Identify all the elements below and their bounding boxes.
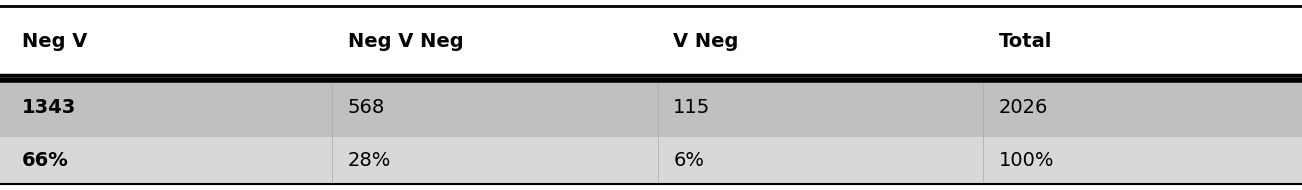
Text: 2026: 2026 [999,98,1048,117]
Text: Neg V: Neg V [22,32,87,51]
Text: 1343: 1343 [22,98,77,117]
Text: 66%: 66% [22,151,69,170]
Text: 28%: 28% [348,151,391,170]
Bar [0,137,1302,184]
Bar [0,80,1302,137]
Text: 100%: 100% [999,151,1055,170]
Text: 115: 115 [673,98,711,117]
Text: 6%: 6% [673,151,704,170]
Text: Neg V Neg: Neg V Neg [348,32,464,51]
Text: V Neg: V Neg [673,32,738,51]
Text: Total: Total [999,32,1052,51]
Text: 568: 568 [348,98,385,117]
